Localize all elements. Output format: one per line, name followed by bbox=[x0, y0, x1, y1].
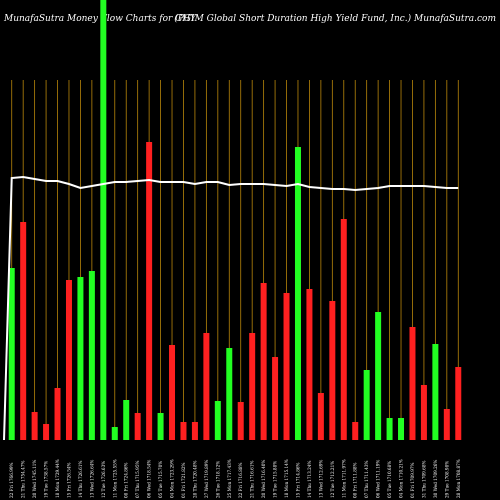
x-tick-label: 18 Mon 1729.44% bbox=[55, 459, 60, 498]
bar bbox=[54, 388, 61, 440]
x-tick-label: 19 Tue 1715.88% bbox=[273, 461, 278, 498]
x-tick-label: 01 Fri 1709.97% bbox=[410, 462, 415, 498]
x-tick-label: 01 Fri 1721.82% bbox=[181, 462, 186, 498]
bar bbox=[272, 357, 279, 440]
x-tick-label: 20 Wed 1745.11% bbox=[32, 460, 37, 498]
bar bbox=[363, 370, 370, 440]
bar bbox=[214, 401, 221, 440]
x-tick-label: 11 Mon 1711.97% bbox=[341, 459, 346, 498]
bar bbox=[226, 348, 233, 440]
money-flow-line bbox=[3, 175, 459, 441]
bar bbox=[283, 293, 290, 440]
x-tick-label: 08 Fri 1711.88% bbox=[353, 462, 358, 498]
x-tick-label: 21 Thu 1754.47% bbox=[21, 461, 26, 498]
bar bbox=[455, 367, 462, 440]
x-tick-label: 26 Tue 1718.12% bbox=[215, 461, 220, 498]
bar bbox=[88, 271, 95, 440]
bar bbox=[169, 345, 176, 440]
bar bbox=[294, 147, 301, 440]
bar bbox=[249, 333, 256, 440]
bar bbox=[432, 344, 439, 440]
x-tick-label: 22 Fri 1766.99% bbox=[9, 462, 14, 498]
x-tick-label: 13 Wed 1726.64% bbox=[89, 460, 94, 498]
bar bbox=[203, 333, 210, 440]
bar bbox=[386, 418, 393, 440]
bar bbox=[340, 219, 347, 440]
bar bbox=[43, 424, 50, 440]
bar bbox=[111, 427, 118, 440]
x-tick-label: 07 Thu 1715.95% bbox=[135, 461, 140, 498]
x-tick-label: 25 Mon 1717.43% bbox=[227, 459, 232, 498]
bar bbox=[100, 0, 107, 440]
x-tick-label: 15 Fri 1714.86% bbox=[295, 462, 300, 498]
bar bbox=[237, 402, 244, 440]
x-tick-label: 29 Tue 1708.98% bbox=[444, 461, 449, 498]
bar bbox=[329, 301, 336, 440]
x-tick-label: 27 Wed 1719.89% bbox=[204, 460, 209, 498]
bar bbox=[180, 422, 187, 440]
x-tick-label: 05 Tue 1710.68% bbox=[387, 461, 392, 498]
bar bbox=[306, 289, 313, 440]
x-tick-label: 30 Wed 1709.26% bbox=[433, 460, 438, 498]
x-tick-label: 11 Mon 1725.55% bbox=[112, 459, 117, 498]
bar bbox=[398, 418, 405, 440]
x-tick-label: 06 Wed 1718.54% bbox=[147, 460, 152, 498]
x-tick-label: 13 Wed 1712.69% bbox=[318, 460, 323, 498]
bar bbox=[31, 412, 38, 440]
bar bbox=[157, 413, 164, 440]
x-tick-label: 22 Fri 1716.88% bbox=[238, 462, 243, 498]
bar-series bbox=[8, 0, 462, 440]
x-tick-label: 20 Wed 1716.40% bbox=[261, 460, 266, 498]
bar bbox=[420, 385, 427, 440]
chart-header-right: (PGIM Global Short Duration High Yield F… bbox=[174, 14, 496, 24]
x-tick-labels: 22 Fri 1766.99% 21 Thu 1754.47% 20 Wed 174… bbox=[9, 459, 461, 498]
x-tick-label: 14 Thu 1726.61% bbox=[78, 461, 83, 498]
x-tick-label: 04 Mon 1723.29% bbox=[170, 459, 175, 498]
bar bbox=[191, 422, 198, 440]
bar bbox=[134, 413, 141, 440]
x-tick-label: 04 Mon 1710.21% bbox=[399, 459, 404, 498]
x-tick-label: 18 Mon 1715.14% bbox=[284, 459, 289, 498]
x-tick-label: 07 Thu 1711.43% bbox=[364, 461, 369, 498]
x-tick-label: 28 Thu 1720.48% bbox=[192, 461, 197, 498]
x-tick-label: 19 Tue 1738.57% bbox=[44, 461, 49, 498]
x-tick-label: 05 Tue 1715.70% bbox=[158, 461, 163, 498]
x-tick-label: 21 Thu 1716.61% bbox=[250, 461, 255, 498]
x-tick-label: 15 Fri 1726.54% bbox=[66, 462, 71, 498]
x-tick-label: 08 Fri 1724.86% bbox=[124, 462, 129, 498]
bar bbox=[317, 393, 324, 440]
bar bbox=[409, 327, 416, 440]
x-tick-label: 12 Tue 1726.63% bbox=[101, 461, 106, 498]
bar bbox=[146, 142, 153, 440]
x-tick-label: 31 Thu 1709.68% bbox=[421, 461, 426, 498]
x-tick-label: 06 Wed 1711.19% bbox=[376, 460, 381, 498]
bar bbox=[65, 280, 72, 440]
bar bbox=[443, 409, 450, 440]
line-series bbox=[3, 175, 459, 441]
bar bbox=[77, 277, 84, 440]
bar bbox=[260, 283, 267, 440]
x-tick-label: 14 Thu 1713.24% bbox=[307, 461, 312, 498]
x-tick-label: 12 Tue 1712.21% bbox=[330, 461, 335, 498]
bar bbox=[8, 268, 15, 440]
bar bbox=[375, 312, 382, 440]
bar bbox=[123, 400, 130, 440]
bar bbox=[352, 422, 359, 440]
bar bbox=[20, 222, 27, 440]
x-tick-label: 28 Mon 1708.87% bbox=[456, 459, 461, 498]
chart-header-left: MunafaSutra Money Flow Charts for GHY bbox=[4, 14, 197, 24]
